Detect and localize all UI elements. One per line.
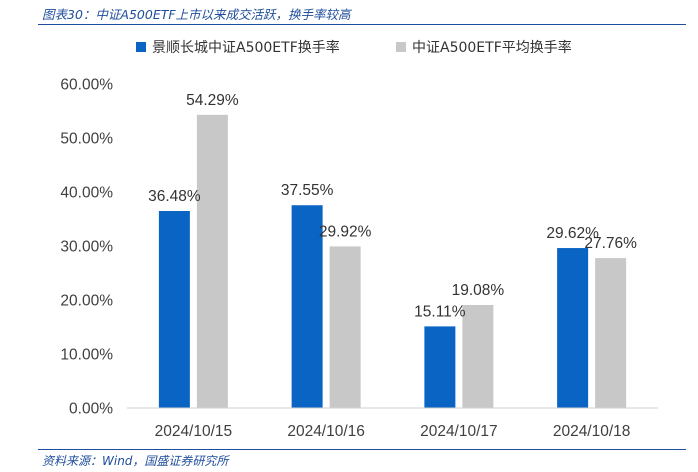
y-tick-label: 20.00% xyxy=(60,293,113,310)
bar-series2-3 xyxy=(462,304,494,408)
bar-series1-3 xyxy=(424,326,456,408)
y-tick-label: 0.00% xyxy=(69,401,113,418)
y-tick-label: 40.00% xyxy=(60,185,113,202)
data-label: 19.08% xyxy=(452,282,505,299)
legend: 景顺长城中证A500ETF换手率 中证A500ETF平均换手率 xyxy=(136,39,572,56)
data-label: 36.48% xyxy=(148,188,201,205)
y-tick-label: 60.00% xyxy=(60,77,113,94)
bar-series2-2 xyxy=(329,246,361,408)
y-tick-label: 50.00% xyxy=(60,131,113,148)
chart-source: 资料来源：Wind，国盛证券研究所 xyxy=(42,454,229,468)
bar-series2-4 xyxy=(595,258,627,408)
bar-series1-4 xyxy=(557,248,589,408)
legend-label-1: 景顺长城中证A500ETF换手率 xyxy=(152,39,340,56)
y-tick-label: 10.00% xyxy=(60,347,113,364)
data-label: 15.11% xyxy=(414,303,466,320)
bar-series1-1 xyxy=(158,211,190,408)
bar-series2-1 xyxy=(196,114,228,409)
data-label: 29.62% xyxy=(546,225,599,242)
source-rule xyxy=(38,449,686,450)
x-tick-label: 2024/10/15 xyxy=(155,423,233,440)
chart-caption: 图表30：中证A500ETF上市以来成交活跃，换手率较高 xyxy=(42,7,351,22)
data-label: 29.92% xyxy=(319,223,372,240)
data-label: 37.55% xyxy=(281,182,334,199)
data-label: 54.29% xyxy=(186,92,239,109)
legend-swatch-1 xyxy=(136,42,146,52)
data-labels: 36.48% 54.29% 37.55% 29.92% 15.11% 19.08% 29.6… xyxy=(148,92,637,321)
data-label: 27.76% xyxy=(584,235,637,252)
x-tick-label: 2024/10/16 xyxy=(287,423,365,440)
bar-series1-2 xyxy=(291,205,323,408)
x-tick-label: 2024/10/18 xyxy=(553,423,631,440)
legend-label-2: 中证A500ETF平均换手率 xyxy=(412,39,572,56)
x-axis: 2024/10/15 2024/10/16 2024/10/17 2024/10/18 xyxy=(127,407,658,440)
x-tick-label: 2024/10/17 xyxy=(420,423,498,440)
y-tick-label: 30.00% xyxy=(60,239,113,256)
legend-swatch-2 xyxy=(396,42,406,52)
y-axis: 0.00% 10.00% 20.00% 30.00% 40.00% 50.00% 60.00… xyxy=(60,77,113,418)
caption-rule xyxy=(38,24,686,25)
bars xyxy=(158,114,627,409)
